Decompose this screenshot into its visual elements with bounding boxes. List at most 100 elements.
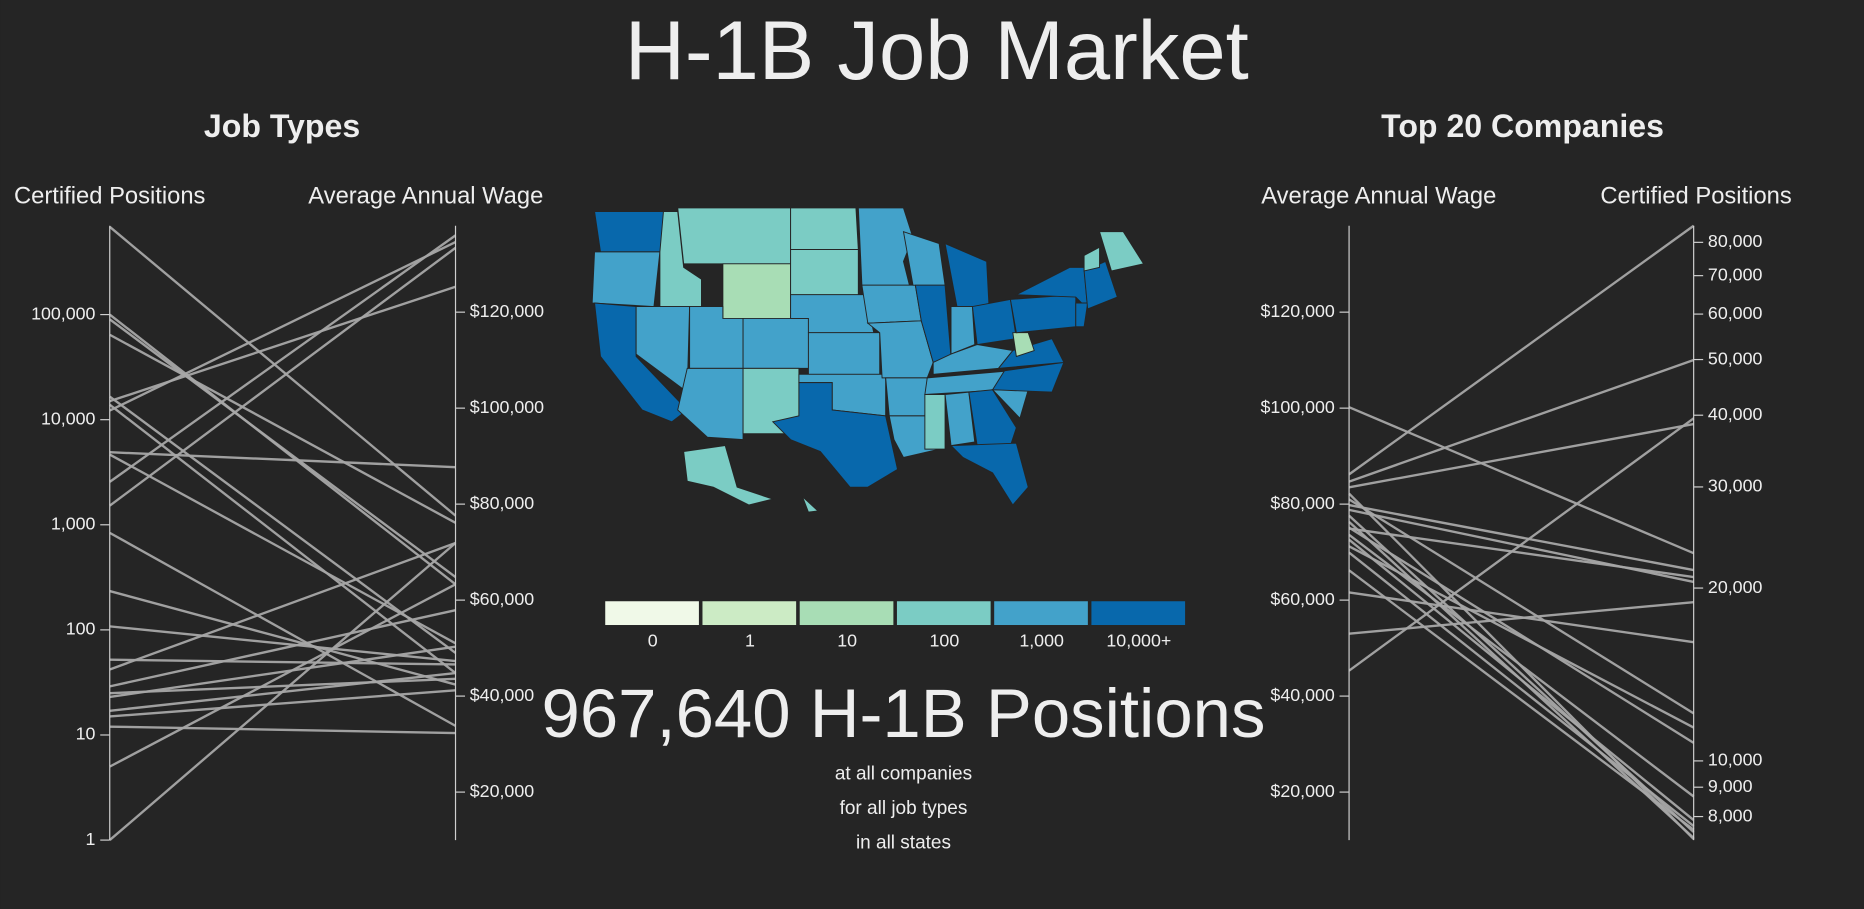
state — [1083, 246, 1101, 272]
legend-swatch — [605, 601, 699, 626]
tick-label: $20,000 — [1270, 781, 1334, 801]
state — [1098, 231, 1145, 272]
state — [677, 207, 792, 265]
profile-line — [109, 403, 457, 675]
tick-label: 10,000 — [41, 408, 96, 428]
state — [807, 332, 881, 375]
tick-label: 10,000 — [1708, 750, 1763, 770]
profile-line — [109, 395, 457, 654]
tick-label: $100,000 — [1261, 397, 1335, 417]
profile-line — [109, 589, 456, 686]
state — [790, 207, 859, 251]
tick-label: 1 — [86, 829, 96, 849]
state — [1012, 332, 1035, 358]
legend-swatch — [799, 601, 894, 626]
legend-swatch — [994, 601, 1088, 626]
profile-line — [1348, 545, 1695, 729]
profile-line — [109, 541, 456, 671]
axis-title: Certified Positions — [14, 183, 206, 210]
profile-line — [1348, 224, 1695, 476]
profile-line — [109, 285, 456, 403]
profile-line — [109, 645, 456, 699]
legend-swatch — [896, 601, 991, 626]
summary-line: for all job types — [840, 798, 968, 819]
state — [677, 367, 744, 441]
profile-line — [1348, 538, 1695, 821]
profile-line — [1348, 422, 1694, 489]
state — [944, 391, 976, 447]
panel-title: Top 20 Companies — [1381, 108, 1664, 144]
profile-line — [109, 451, 456, 469]
legend-label: 0 — [648, 630, 658, 650]
tick-label: $80,000 — [1270, 493, 1334, 513]
map-legend: 0 1 10 100 1,000 10,000+ — [605, 601, 1186, 650]
profile-line — [109, 318, 457, 579]
tick-label: 100,000 — [31, 303, 95, 323]
axis-title: Average Annual Wage — [1261, 183, 1496, 210]
tick-label: $120,000 — [470, 301, 544, 321]
state — [1075, 302, 1089, 328]
profile-line — [1348, 498, 1695, 715]
legend-label: 10 — [837, 630, 857, 650]
profile-line — [1348, 527, 1694, 579]
state — [591, 251, 661, 308]
tick-label: $20,000 — [470, 781, 534, 801]
state — [991, 361, 1065, 393]
state — [742, 317, 809, 369]
profile-line — [109, 246, 457, 507]
profile-line — [1348, 533, 1695, 798]
state — [949, 442, 1029, 506]
profile-line — [109, 689, 456, 718]
state — [968, 389, 1017, 447]
profile-line — [109, 725, 456, 735]
profile-line — [109, 333, 457, 524]
legend-label: 1,000 — [1019, 630, 1064, 650]
tick-label: $80,000 — [470, 493, 534, 513]
state — [857, 207, 914, 286]
profile-line — [1348, 503, 1694, 572]
tick-label: 30,000 — [1708, 476, 1763, 496]
tick-label: 60,000 — [1708, 303, 1763, 323]
us-map — [591, 207, 1145, 513]
state — [971, 298, 1017, 346]
tick-label: $60,000 — [470, 589, 534, 609]
state — [997, 338, 1065, 369]
tick-label: 40,000 — [1708, 404, 1763, 424]
state — [1009, 294, 1077, 334]
profile-line — [109, 583, 457, 768]
tick-label: 9,000 — [1708, 776, 1753, 796]
tick-label: 100 — [66, 619, 96, 639]
state — [771, 382, 899, 488]
state — [861, 284, 922, 324]
state — [924, 394, 946, 450]
legend-swatch — [702, 601, 797, 626]
summary-line: at all companies — [835, 764, 972, 785]
state — [802, 496, 820, 513]
profile-line — [109, 658, 456, 666]
profile-line — [1348, 417, 1695, 672]
tick-label: $100,000 — [470, 397, 544, 417]
tick-label: 20,000 — [1708, 577, 1763, 597]
state — [722, 263, 792, 319]
profile-line — [109, 609, 456, 688]
profile-line — [109, 677, 456, 695]
tick-label: $60,000 — [1270, 589, 1334, 609]
tick-label: 10 — [76, 724, 96, 744]
tick-label: 80,000 — [1708, 231, 1763, 251]
profile-line — [108, 542, 457, 841]
tick-label: $40,000 — [470, 685, 534, 705]
axis-title: Certified Positions — [1600, 183, 1792, 210]
axis-title: Average Annual Wage — [308, 183, 543, 210]
tick-label: $120,000 — [1261, 301, 1335, 321]
tick-label: $40,000 — [1270, 685, 1334, 705]
profile-line — [109, 234, 457, 483]
state — [790, 249, 859, 296]
tick-label: 8,000 — [1708, 805, 1753, 825]
panel-title: Job Types — [204, 108, 360, 144]
profile-line — [1348, 526, 1695, 744]
legend-label: 10,000+ — [1106, 630, 1171, 650]
legend-label: 100 — [930, 630, 960, 650]
